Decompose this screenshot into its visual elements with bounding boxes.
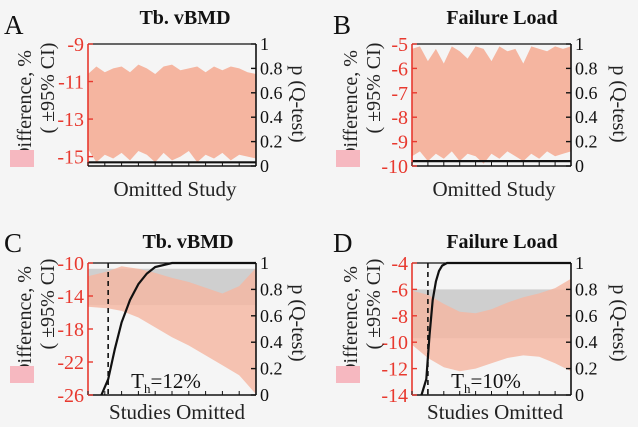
- y-right-tick-label: 0: [575, 156, 584, 176]
- y-right-tick-label: 0.4: [260, 107, 283, 127]
- y-right-tick-label: 0: [260, 156, 269, 176]
- y-axis-label-left: Difference, %: [340, 50, 362, 162]
- y-left-tick-label: -10: [57, 253, 84, 275]
- y-right-tick-label: 1: [260, 253, 269, 273]
- y-left-tick-label: -14: [57, 286, 84, 308]
- y-right-tick-label: 0.2: [575, 359, 598, 379]
- legend-swatch: [336, 366, 360, 383]
- y-right-tick-label: 0.8: [575, 58, 598, 78]
- y-right-tick-label: 0.6: [575, 83, 598, 103]
- y-left-tick-label: -10: [381, 156, 408, 178]
- x-axis-label: Omitted Study: [432, 177, 556, 201]
- annotation-letter: T: [131, 369, 144, 393]
- annotation-subscript: h: [464, 381, 471, 396]
- panel-letter: D: [333, 228, 353, 258]
- y-axis-label-left-ci: ( ±95% CI): [37, 43, 59, 134]
- y-axis-label-left-ci: ( ±95% CI): [363, 259, 385, 350]
- x-axis-label: Omitted Study: [113, 177, 237, 201]
- legend-swatch: [10, 366, 34, 383]
- chart-plot-area: -10 -14 -18 -22 -26 1 0.8 0.6 0.4 0.2 0: [57, 253, 282, 407]
- y-right-tick-label: 1: [575, 253, 584, 273]
- annotation-value: =10%: [470, 369, 520, 393]
- panel-letter: C: [4, 228, 22, 258]
- panel-b: B Failure Load -5-6 -7-8 -9-10 1 0.8 0.6 0.4 0.…: [333, 7, 630, 201]
- y-right-tick-label: 0.4: [575, 332, 598, 352]
- y-left-tick-label: -6: [391, 58, 408, 80]
- chart-plot-area: -9 -11 -13 -15 1 0.8 0.6 0.4 0.2 0: [57, 34, 282, 176]
- panel-title: Failure Load: [446, 7, 557, 29]
- y-left-tick-label: -9: [391, 132, 408, 154]
- y-left-tick-label: -22: [57, 352, 84, 374]
- y-right-tick-label: 0.6: [260, 306, 283, 326]
- y-left-tick-label: -18: [57, 319, 84, 341]
- y-right-tick-label: 0.8: [575, 279, 598, 299]
- y-left-tick-label: -6: [391, 279, 408, 301]
- threshold-annotation: Th=10%: [451, 369, 521, 396]
- panel-title: Tb. vBMD: [139, 7, 230, 29]
- y-axis-label-left-ci: ( ±95% CI): [37, 259, 59, 350]
- ci-band-area: [412, 46, 571, 164]
- y-right-tick-label: 0.2: [260, 359, 283, 379]
- annotation-subscript: h: [144, 381, 151, 396]
- panel-letter: B: [333, 10, 351, 40]
- y-left-tick-label: -11: [58, 72, 84, 94]
- y-left-tick-label: -5: [391, 34, 408, 56]
- y-right-tick-label: 0.6: [260, 83, 283, 103]
- threshold-annotation: Th=12%: [131, 369, 201, 396]
- y-right-tick-label: 0: [575, 385, 584, 405]
- y-axis-label-left: Difference, %: [340, 266, 362, 378]
- y-axis-label-left: Difference, %: [14, 50, 36, 162]
- annotation-value: =12%: [150, 369, 200, 393]
- y-right-tick-label: 0.2: [260, 132, 283, 152]
- chart-plot-area: -5-6 -7-8 -9-10 1 0.8 0.6 0.4 0.2 0: [381, 34, 597, 178]
- y-right-tick-label: 0.4: [575, 107, 598, 127]
- y-left-tick-label: -8: [391, 107, 408, 129]
- y-left-tick-label: -8: [391, 306, 408, 328]
- y-axis-label-left: Difference, %: [14, 266, 36, 378]
- panel-d: D Failure Load -4 -6 -8 -10 -12 -14 1 0.8 0.6 0.4…: [333, 228, 630, 424]
- x-axis-label: Studies Omitted: [427, 400, 563, 424]
- y-axis-label-right: p (Q-test): [287, 284, 309, 361]
- y-axis-label-right: p (Q-test): [608, 284, 630, 361]
- y-left-tick-label: -4: [391, 253, 408, 275]
- y-axis-label-left-ci: ( ±95% CI): [363, 43, 385, 134]
- y-left-tick-label: -10: [381, 332, 408, 354]
- panel-letter: A: [4, 10, 24, 40]
- y-right-tick-label: 0.2: [575, 132, 598, 152]
- annotation-letter: T: [451, 369, 464, 393]
- chart-plot-area: -4 -6 -8 -10 -12 -14 1 0.8 0.6 0.4 0.2 0: [381, 253, 597, 407]
- x-axis-label: Studies Omitted: [109, 400, 245, 424]
- y-axis-label-right: p (Q-test): [287, 65, 309, 142]
- y-right-tick-label: 1: [260, 34, 269, 54]
- y-right-tick-label: 1: [575, 34, 584, 54]
- y-left-tick-label: -12: [381, 359, 408, 381]
- y-right-tick-label: 0.6: [575, 306, 598, 326]
- y-right-tick-label: 0.4: [260, 332, 283, 352]
- ci-band-area: [88, 64, 256, 163]
- panel-a: A Tb. vBMD -9 -11 -13 -15 1 0.8 0.6 0.4 0.2 0 Omi…: [4, 7, 309, 201]
- y-left-tick-label: -26: [57, 385, 84, 407]
- y-right-tick-label: 0: [260, 385, 269, 405]
- panel-c: C Tb. vBMD -10 -14 -18 -22 -26 1 0.8 0.6 0.4 0.2 0…: [4, 228, 309, 424]
- panel-title: Tb. vBMD: [142, 231, 233, 253]
- y-left-tick-label: -15: [57, 147, 84, 169]
- y-right-tick-label: 0.8: [260, 279, 283, 299]
- panel-title: Failure Load: [446, 231, 557, 253]
- y-left-tick-label: -13: [57, 109, 84, 131]
- legend-swatch: [336, 150, 360, 167]
- y-axis-label-right: p (Q-test): [608, 65, 630, 142]
- y-left-tick-label: -9: [67, 34, 84, 56]
- ci-band-area: [412, 278, 571, 372]
- legend-swatch: [10, 150, 34, 167]
- y-left-tick-label: -7: [391, 83, 408, 105]
- y-right-tick-label: 0.8: [260, 58, 283, 78]
- y-left-tick-label: -14: [381, 385, 408, 407]
